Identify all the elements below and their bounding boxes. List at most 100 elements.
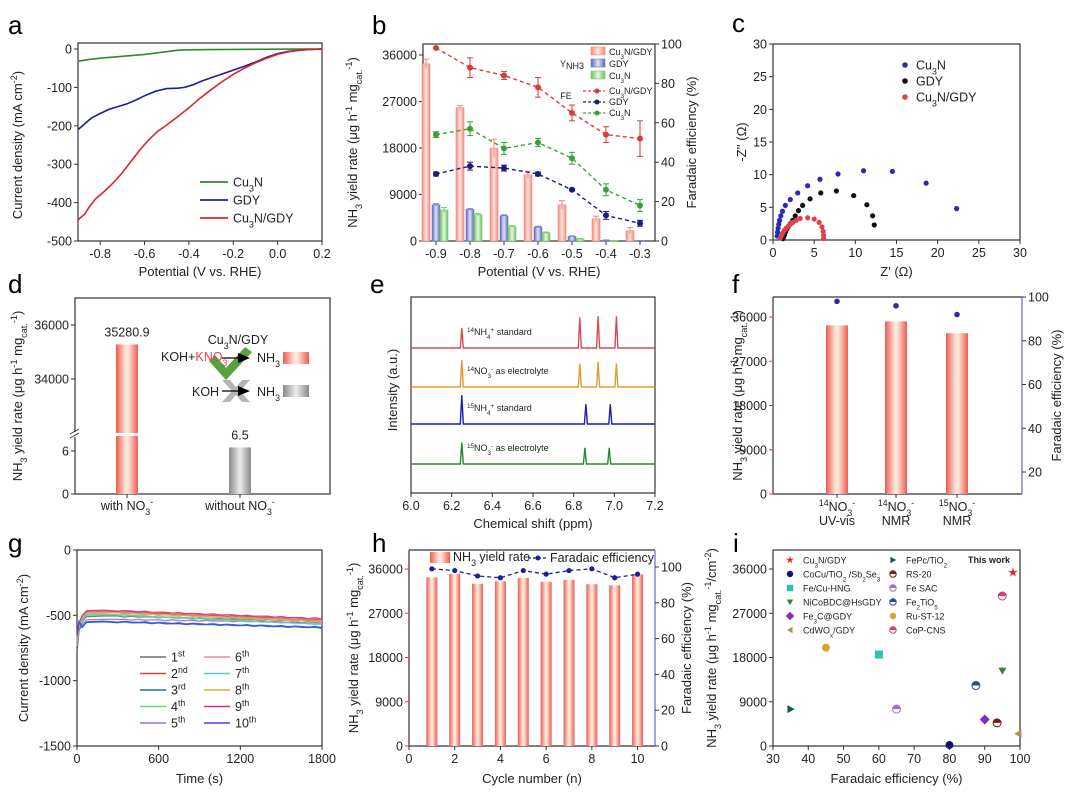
legend-label-part: th: [242, 649, 249, 659]
spectrum-label-part: 4: [487, 410, 491, 417]
y-tick-label: 18000: [732, 651, 767, 665]
fe-point: [474, 573, 481, 579]
y-axis-label-part: 3: [713, 724, 723, 729]
fe-point: [501, 72, 507, 79]
legend-label-part: rd: [178, 682, 186, 692]
legend-label: Fe SAC: [906, 584, 938, 594]
nyquist-point: [819, 224, 825, 230]
x-tick-label: 90: [978, 752, 992, 766]
legend-label: 6th: [235, 649, 249, 665]
panel-label-e: e: [370, 269, 384, 299]
half-circle-marker: [971, 681, 980, 686]
axis-break-gap: [71, 432, 79, 437]
legend-label-part: Cu: [233, 212, 249, 226]
nyquist-point: [792, 213, 798, 219]
bar-yield-cycle: [609, 585, 621, 746]
legend-label-part: Se: [866, 570, 877, 580]
legend-label: Cu3N: [916, 59, 946, 77]
legend-marker: [594, 110, 600, 116]
spectrum-label-part: as electrolyte: [493, 443, 549, 453]
ita-curve: [76, 610, 323, 651]
y-tick-label: 18000: [732, 399, 767, 413]
x-tick-label: -0.5: [561, 247, 583, 261]
legend-label: 3rd: [171, 682, 186, 698]
y-tick-label: 9000: [389, 188, 417, 202]
legend-label: 5th: [171, 715, 185, 731]
legend-label-part: /Sb: [846, 570, 862, 580]
legend-marker: [902, 94, 908, 100]
bar-cu3n-gdy: [591, 218, 601, 242]
x-axis-label: Potential (V vs. RHE): [139, 264, 262, 279]
triangle-right-marker: [787, 705, 795, 714]
bar-cu3n: [439, 209, 449, 242]
x-tick-label: -0.8: [89, 247, 111, 261]
legend-label-part: 3: [621, 78, 625, 85]
ita-curve: [76, 619, 323, 635]
y-axis-label-part: yield rate (μg h: [10, 368, 25, 458]
legend-label-part: 4: [171, 700, 178, 714]
y-tick-label: -300: [47, 158, 72, 172]
fe-point: [497, 575, 504, 581]
y-axis-label-part: yield rate (μg h: [345, 114, 360, 204]
y-tick-label: 36000: [732, 311, 767, 325]
nyquist-point: [778, 213, 784, 219]
legend-group-yield: Y: [560, 59, 566, 69]
y-axis-label-part: -1: [344, 62, 354, 70]
bar-yield-cycle: [563, 579, 575, 746]
fe-point: [467, 64, 473, 71]
x-tick-label-part: 3: [967, 508, 972, 518]
nyquist-point: [818, 190, 824, 196]
x-tick-label: without NO3-: [204, 497, 275, 517]
legend-label-part: 3: [621, 93, 625, 100]
legend-label: Cu3N/GDY: [609, 47, 653, 61]
half-circle-marker: [892, 705, 901, 710]
y-axis-label-part: mg: [10, 338, 25, 360]
bar-cu3n-gdy: [489, 147, 499, 242]
y2-tick-label: 20: [661, 704, 675, 718]
y2-tick-label: 100: [661, 561, 682, 575]
legend-label-part: th: [242, 665, 249, 675]
inset-reactant-highlight: KNO: [195, 350, 222, 364]
y2-tick-label: 80: [661, 77, 675, 91]
y-axis-label-part: yield rate (μg h: [704, 634, 719, 724]
legend-label-part: x: [830, 632, 834, 639]
legend-label-part: Cu: [609, 86, 621, 96]
y-axis-label-part: cat.: [355, 575, 365, 590]
legend-group-yield-sub: NH3: [566, 61, 584, 71]
legend-label: CdWOx/GDY: [803, 626, 855, 640]
legend-label: Cu3N/GDY: [233, 212, 294, 230]
x-tick-label: 60: [872, 752, 886, 766]
bar-yield: [946, 333, 968, 494]
x-tick-label: 7.2: [646, 499, 663, 513]
legend-marker: [902, 62, 908, 68]
x-axis-label: Potential (V vs. RHE): [478, 264, 601, 279]
legend-label: GDY: [916, 75, 944, 89]
panel-label-h: h: [372, 528, 386, 558]
legend-label: Cu3N: [609, 108, 631, 122]
y-axis-label-part: Current density (mA cm: [10, 83, 25, 219]
arrow-head-icon: [238, 386, 250, 396]
x-tick-label-part: with NO: [100, 499, 146, 513]
x-tick-label-part: without NO: [204, 499, 267, 513]
x-tick-label-part: -: [972, 498, 975, 508]
y-axis-label-part: -1: [729, 359, 739, 367]
legend-label-part: N: [624, 71, 631, 81]
star-marker: [786, 555, 794, 564]
legend-label: 2nd: [171, 665, 188, 681]
legend-label: 10th: [235, 715, 256, 731]
legend-swatch: [590, 70, 606, 80]
y-axis-label-part: -2: [15, 578, 25, 586]
bar-cu3n-gdy: [421, 63, 431, 242]
nyquist-point: [889, 168, 895, 174]
axis-break-mark: [69, 428, 80, 435]
fe-point: [893, 302, 899, 309]
x-axis-label: Cycle number (n): [482, 771, 582, 786]
y-axis-label-part: -1: [345, 567, 355, 575]
legend-label-part: Fe: [803, 612, 814, 622]
spectrum-label-part: 15: [467, 443, 475, 450]
fe-point: [589, 566, 595, 572]
nyquist-point: [864, 202, 870, 208]
legend-label-part: th: [178, 715, 185, 725]
x-tick-label-part: 14: [819, 498, 829, 508]
